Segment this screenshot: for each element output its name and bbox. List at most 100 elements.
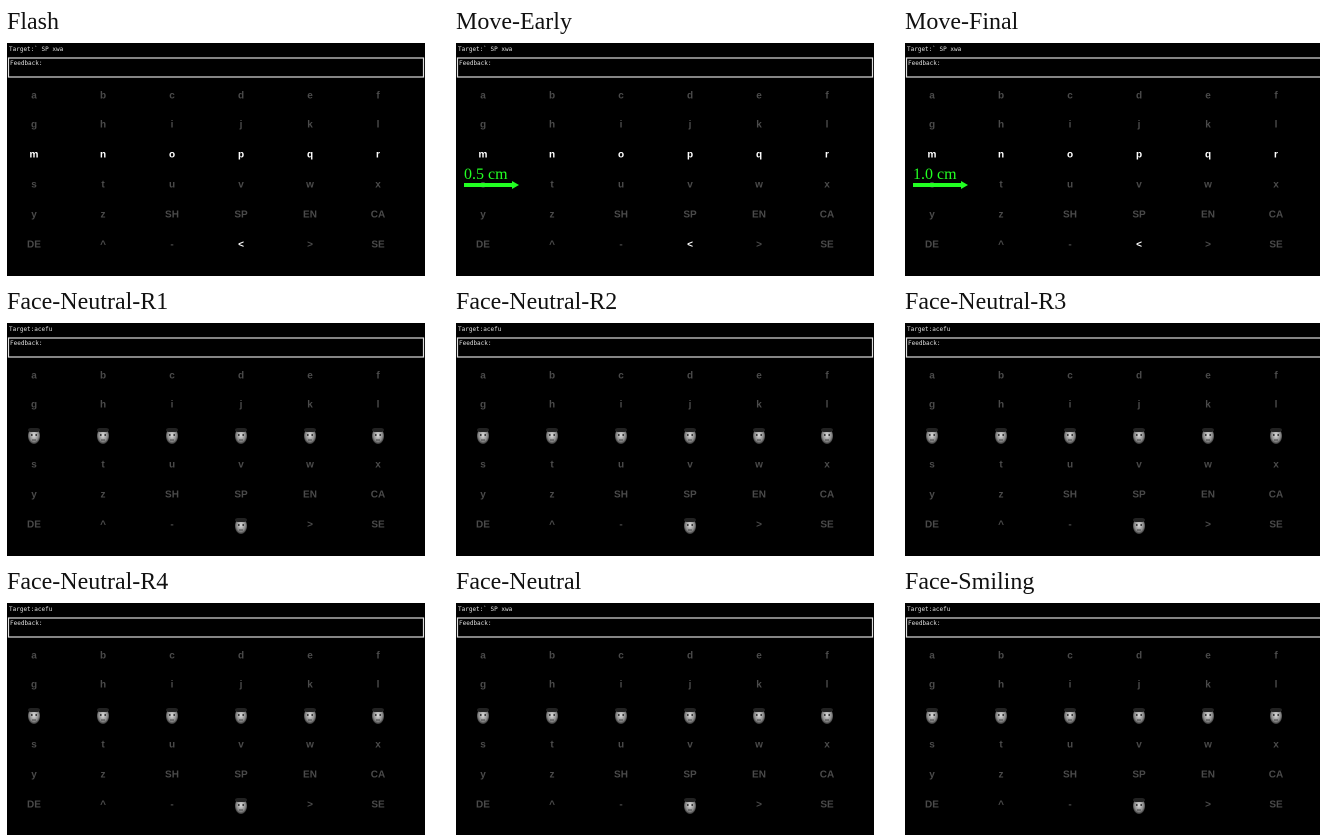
speller-cell: - — [170, 520, 173, 531]
speller-cell: c — [1067, 91, 1073, 102]
speller-cell: ^ — [100, 800, 106, 811]
move-annotation: 1.0 cm — [913, 166, 957, 183]
face-eye — [549, 714, 551, 716]
speller-cell: h — [998, 400, 1004, 411]
speller-cell: x — [375, 740, 381, 751]
speller-cell: q — [1205, 150, 1211, 161]
speller-cell: g — [31, 400, 37, 411]
speller-cell: SH — [614, 770, 628, 781]
speller-cell: x — [1273, 180, 1279, 191]
face-hair — [684, 518, 696, 522]
speller-cell: y — [929, 210, 935, 221]
speller-cell: e — [307, 651, 313, 662]
speller-cell: ^ — [998, 240, 1004, 251]
speller-cell: b — [100, 91, 106, 102]
speller-cell: DE — [925, 240, 939, 251]
face-hair — [235, 708, 247, 712]
face-hair — [477, 428, 489, 432]
face-stimulus — [97, 708, 109, 724]
face-eye — [35, 434, 37, 436]
target-text: Target:acefu — [907, 606, 951, 613]
face-stimulus — [684, 428, 696, 444]
speller-cell: < — [687, 240, 693, 251]
speller-cell: g — [31, 120, 37, 131]
face-eye — [998, 714, 1000, 716]
speller-cell: s — [480, 460, 486, 471]
speller-cell: - — [1068, 520, 1071, 531]
face-eye — [1136, 714, 1138, 716]
speller-cell: b — [100, 371, 106, 382]
speller-cell: a — [480, 371, 486, 382]
speller-cell: k — [307, 120, 313, 131]
speller-cell: j — [1137, 120, 1141, 131]
speller-cell: SH — [614, 210, 628, 221]
speller-cell: SP — [234, 490, 248, 501]
speller-cell: SE — [820, 520, 834, 531]
face-eye — [1205, 434, 1207, 436]
speller-cell: o — [169, 150, 175, 161]
speller-cell: SE — [1269, 800, 1283, 811]
speller-cell: DE — [27, 520, 41, 531]
face-eye — [687, 434, 689, 436]
speller-cell: h — [100, 400, 106, 411]
speller-cell: h — [998, 120, 1004, 131]
face-eye — [1140, 524, 1142, 526]
speller-cell: b — [998, 651, 1004, 662]
speller-cell: ^ — [100, 240, 106, 251]
speller-cell: e — [756, 91, 762, 102]
face-hair — [1202, 708, 1214, 712]
face-hair — [166, 708, 178, 712]
speller-cell: u — [618, 460, 624, 471]
face-stimulus — [821, 428, 833, 444]
screen-bg — [7, 603, 425, 835]
speller-cell: d — [238, 371, 244, 382]
face-stimulus — [1133, 518, 1145, 534]
speller-cell: i — [1069, 680, 1072, 691]
speller-cell: EN — [1201, 210, 1215, 221]
speller-screen: Target:` SP xwaFeedback:abcdefghijklmnop… — [905, 43, 1320, 276]
speller-cell: i — [1069, 400, 1072, 411]
speller-cell: c — [1067, 371, 1073, 382]
speller-cell: l — [377, 120, 380, 131]
feedback-text: Feedback: — [908, 340, 941, 347]
speller-cell: v — [687, 740, 693, 751]
face-stimulus — [235, 428, 247, 444]
face-stimulus — [304, 428, 316, 444]
face-eye — [756, 434, 758, 436]
speller-cell: v — [687, 460, 693, 471]
speller-cell: q — [756, 150, 762, 161]
speller-cell: w — [754, 740, 763, 751]
face-stimulus — [1133, 428, 1145, 444]
speller-cell: EN — [752, 490, 766, 501]
speller-cell: a — [480, 91, 486, 102]
screen-bg — [456, 43, 874, 276]
speller-cell: DE — [925, 800, 939, 811]
screen-bg — [456, 603, 874, 835]
speller-cell: c — [618, 371, 624, 382]
speller-cell: SE — [1269, 520, 1283, 531]
speller-cell: k — [756, 400, 762, 411]
speller-cell: l — [1275, 680, 1278, 691]
face-stimulus — [235, 518, 247, 534]
speller-cell: x — [824, 180, 830, 191]
speller-cell: g — [480, 120, 486, 131]
feedback-text: Feedback: — [459, 60, 492, 67]
face-eye — [998, 434, 1000, 436]
speller-cell: SH — [1063, 490, 1077, 501]
face-stimulus — [615, 708, 627, 724]
speller-cell: v — [238, 740, 244, 751]
face-eye — [173, 714, 175, 716]
panel-title: Move-Final — [905, 9, 1019, 35]
face-eye — [691, 524, 693, 526]
face-hair — [97, 708, 109, 712]
face-stimulus — [615, 428, 627, 444]
speller-cell: y — [480, 770, 486, 781]
speller-cell: z — [101, 770, 106, 781]
speller-cell: s — [31, 180, 37, 191]
face-stimulus — [304, 708, 316, 724]
speller-cell: k — [756, 680, 762, 691]
face-hair — [546, 708, 558, 712]
speller-cell: w — [1203, 180, 1212, 191]
face-hair — [1133, 428, 1145, 432]
panel-title: Face-Smiling — [905, 569, 1034, 595]
